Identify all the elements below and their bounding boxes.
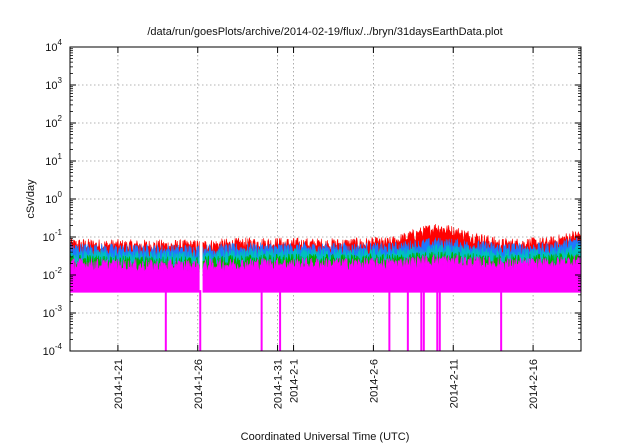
- series-area: [202, 254, 582, 293]
- y-tick-label: 100: [45, 190, 62, 206]
- x-tick-label: 2014-2-1: [289, 359, 301, 403]
- data-layer: [69, 223, 582, 351]
- x-tick-label: 2014-2-11: [448, 359, 460, 408]
- x-tick-label: 2014-1-31: [273, 359, 285, 409]
- y-axis-label: cSv/day: [25, 179, 37, 219]
- x-tick-label: 2014-1-26: [193, 359, 205, 409]
- y-tick-label: 101: [45, 152, 62, 168]
- y-tick-label: 102: [45, 114, 62, 130]
- x-tick-label: 2014-1-21: [113, 359, 125, 409]
- y-tick-label: 10-3: [43, 304, 63, 320]
- y-tick-label: 104: [45, 38, 62, 54]
- x-tick-label: 2014-2-6: [368, 359, 380, 403]
- tick-layer: [70, 46, 581, 352]
- label-layer: 10-4 10-3 10-2 10-1 100 101 102 103 104 2014-1-21…: [43, 38, 540, 409]
- x-tick-label: 2014-2-16: [528, 359, 540, 409]
- y-tick-label: 10-1: [43, 228, 63, 244]
- chart-title: /data/run/goesPlots/archive/2014-02-19/f…: [147, 26, 502, 38]
- y-tick-label: 10-2: [43, 266, 63, 282]
- y-tick-label: 10-4: [43, 342, 63, 358]
- series-area: [69, 257, 200, 293]
- grid-layer: [70, 46, 581, 352]
- series-4: [69, 254, 582, 351]
- x-axis-label: Coordinated Universal Time (UTC): [241, 431, 410, 443]
- y-tick-label: 103: [45, 76, 62, 92]
